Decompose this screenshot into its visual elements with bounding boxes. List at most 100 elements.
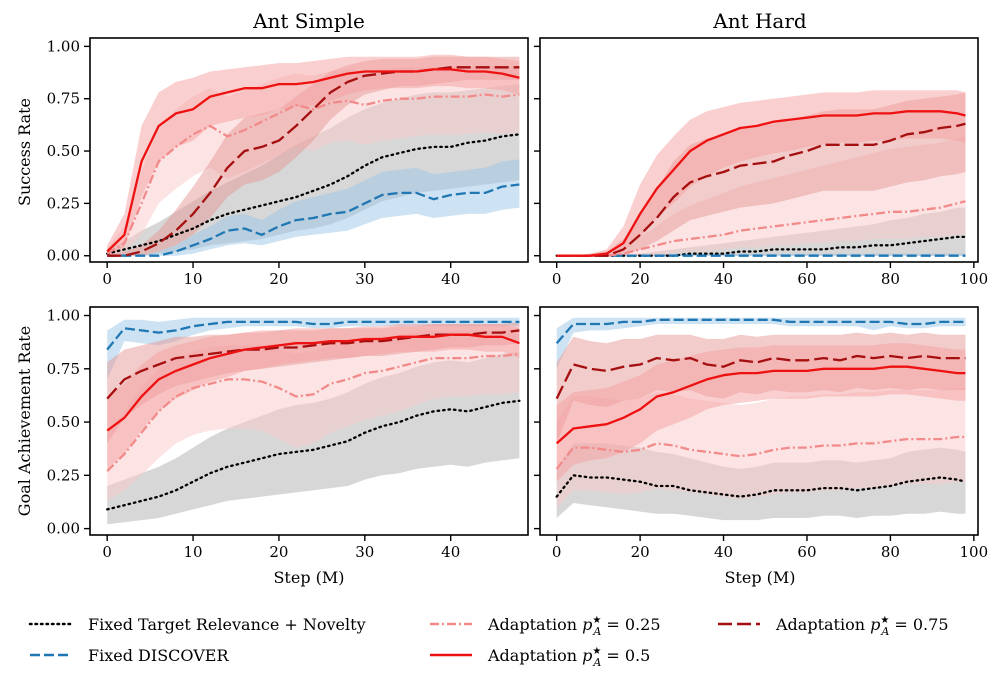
x-tick-label: 0 xyxy=(102,270,112,288)
band-1 xyxy=(556,317,966,369)
y-tick-label: 1.00 xyxy=(47,307,80,325)
legend-entry-adapt-075: Adaptation p★ A = 0.75 xyxy=(718,615,949,638)
y-tick-label: 0.00 xyxy=(47,247,80,265)
band-3 xyxy=(107,54,520,256)
series-line-4 xyxy=(106,329,520,400)
series-line-4 xyxy=(555,354,966,400)
x-axis-title: Step (M) xyxy=(273,568,344,587)
x-tick-label: 20 xyxy=(631,270,650,288)
y-tick-label: 0.75 xyxy=(47,90,80,108)
x-tick-label: 0 xyxy=(552,543,562,561)
series-line-3 xyxy=(555,365,966,445)
panel-title: Ant Simple xyxy=(252,9,365,33)
legend-label: Adaptation p★ A = 0.25 xyxy=(487,615,661,638)
band-1 xyxy=(107,159,520,256)
series-line-4 xyxy=(556,122,966,257)
plot-frame xyxy=(539,306,979,536)
x-tick-label: 0 xyxy=(102,543,112,561)
legend-entry-adapt-025: Adaptation p★ A = 0.25 xyxy=(430,615,661,638)
series-line-2 xyxy=(556,200,966,257)
x-tick-label: 60 xyxy=(797,543,816,561)
y-tick-label: 0.50 xyxy=(47,413,80,431)
y-tick-label: 0.75 xyxy=(47,360,80,378)
series-line-2 xyxy=(106,352,520,472)
legend-math-sub: A xyxy=(880,625,889,638)
x-tick-label: 20 xyxy=(269,270,288,288)
legend: Fixed Target Relevance + Novelty Fixed D… xyxy=(28,615,949,669)
x-tick-label: 80 xyxy=(881,270,900,288)
legend-math-sup: ★ xyxy=(880,615,889,626)
y-axis-title: Goal Achievement Rate xyxy=(15,326,34,516)
band-1 xyxy=(107,317,520,380)
x-tick-label: 30 xyxy=(355,270,374,288)
legend-label: Adaptation p★ A = 0.5 xyxy=(487,646,650,669)
band-3 xyxy=(556,343,966,482)
legend-label: Adaptation p★ A = 0.75 xyxy=(775,615,949,638)
panel-ant-simple-success: Ant Simple Success Rate 0 10 20 30 40 0.00 0.2… xyxy=(15,9,529,288)
x-tick-label: 30 xyxy=(355,543,374,561)
x-tick-label: 40 xyxy=(441,543,460,561)
legend-label-prefix: Adaptation xyxy=(775,615,870,634)
series-line-3 xyxy=(106,333,520,432)
legend-math-eq: = 0.75 xyxy=(889,615,948,634)
legend-math-p: p xyxy=(582,615,592,634)
panel-title: Ant Hard xyxy=(712,9,807,33)
legend-math-eq: = 0.25 xyxy=(601,615,660,634)
x-tick-label: 100 xyxy=(960,270,989,288)
y-tick-label: 0.00 xyxy=(47,520,80,538)
legend-entry-fixed-discover: Fixed DISCOVER xyxy=(30,646,229,665)
legend-entry-adapt-05: Adaptation p★ A = 0.5 xyxy=(430,646,650,669)
series-line-2 xyxy=(106,93,520,255)
x-tick-label: 100 xyxy=(960,543,989,561)
series-line-1 xyxy=(555,318,966,344)
x-tick-label: 0 xyxy=(552,270,562,288)
y-axis-title: Success Rate xyxy=(15,98,34,206)
x-tick-label: 20 xyxy=(269,543,288,561)
y-tick-label: 0.25 xyxy=(47,466,80,484)
y-tick-label: 1.00 xyxy=(47,37,80,55)
series-line-0 xyxy=(106,399,521,511)
series-line-0 xyxy=(555,235,967,257)
legend-math-p: p xyxy=(582,646,592,665)
x-tick-label: 10 xyxy=(184,270,203,288)
band-0 xyxy=(556,207,966,256)
y-tick-label: 0.25 xyxy=(47,194,80,212)
plot-frame xyxy=(89,37,529,263)
x-tick-label: 40 xyxy=(441,270,460,288)
x-tick-label: 40 xyxy=(714,270,733,288)
x-tick-label: 80 xyxy=(881,543,900,561)
plot-frame xyxy=(89,306,529,536)
series-line-2 xyxy=(555,435,966,470)
series-line-1 xyxy=(106,320,520,351)
legend-entry-fixed-target: Fixed Target Relevance + Novelty xyxy=(28,615,366,634)
panel-ant-simple-goal: Goal Achievement Rate Step (M) 0 10 20 30 40… xyxy=(15,306,529,587)
panel-ant-hard-goal: Step (M) 0 20 40 60 80 100 xyxy=(534,306,989,587)
band-4 xyxy=(107,56,520,256)
legend-math-sup: ★ xyxy=(592,646,601,657)
legend-math-eq: = 0.5 xyxy=(601,646,650,665)
series-line-4 xyxy=(107,66,520,257)
legend-math-p: p xyxy=(870,615,880,634)
legend-label: Fixed DISCOVER xyxy=(88,646,229,665)
series-line-0 xyxy=(106,133,521,255)
x-axis-title: Step (M) xyxy=(724,568,795,587)
x-tick-label: 10 xyxy=(184,543,203,561)
legend-math-sub: A xyxy=(592,656,601,669)
series-line-1 xyxy=(107,183,520,257)
plot-frame xyxy=(539,37,979,263)
series-line-3 xyxy=(556,110,966,257)
x-tick-label: 60 xyxy=(797,270,816,288)
x-tick-label: 20 xyxy=(631,543,650,561)
legend-math-sup: ★ xyxy=(592,615,601,626)
legend-label: Fixed Target Relevance + Novelty xyxy=(88,615,366,634)
x-tick-label: 40 xyxy=(714,543,733,561)
series-line-0 xyxy=(555,474,967,498)
y-tick-label: 0.50 xyxy=(47,142,80,160)
band-3 xyxy=(107,324,520,469)
panel-ant-hard-success: Ant Hard 0 20 40 60 80 100 xyxy=(534,9,988,288)
legend-label-prefix: Adaptation xyxy=(487,646,582,665)
series-line-3 xyxy=(106,68,520,253)
legend-label-prefix: Adaptation xyxy=(487,615,582,634)
legend-math-sub: A xyxy=(592,625,601,638)
